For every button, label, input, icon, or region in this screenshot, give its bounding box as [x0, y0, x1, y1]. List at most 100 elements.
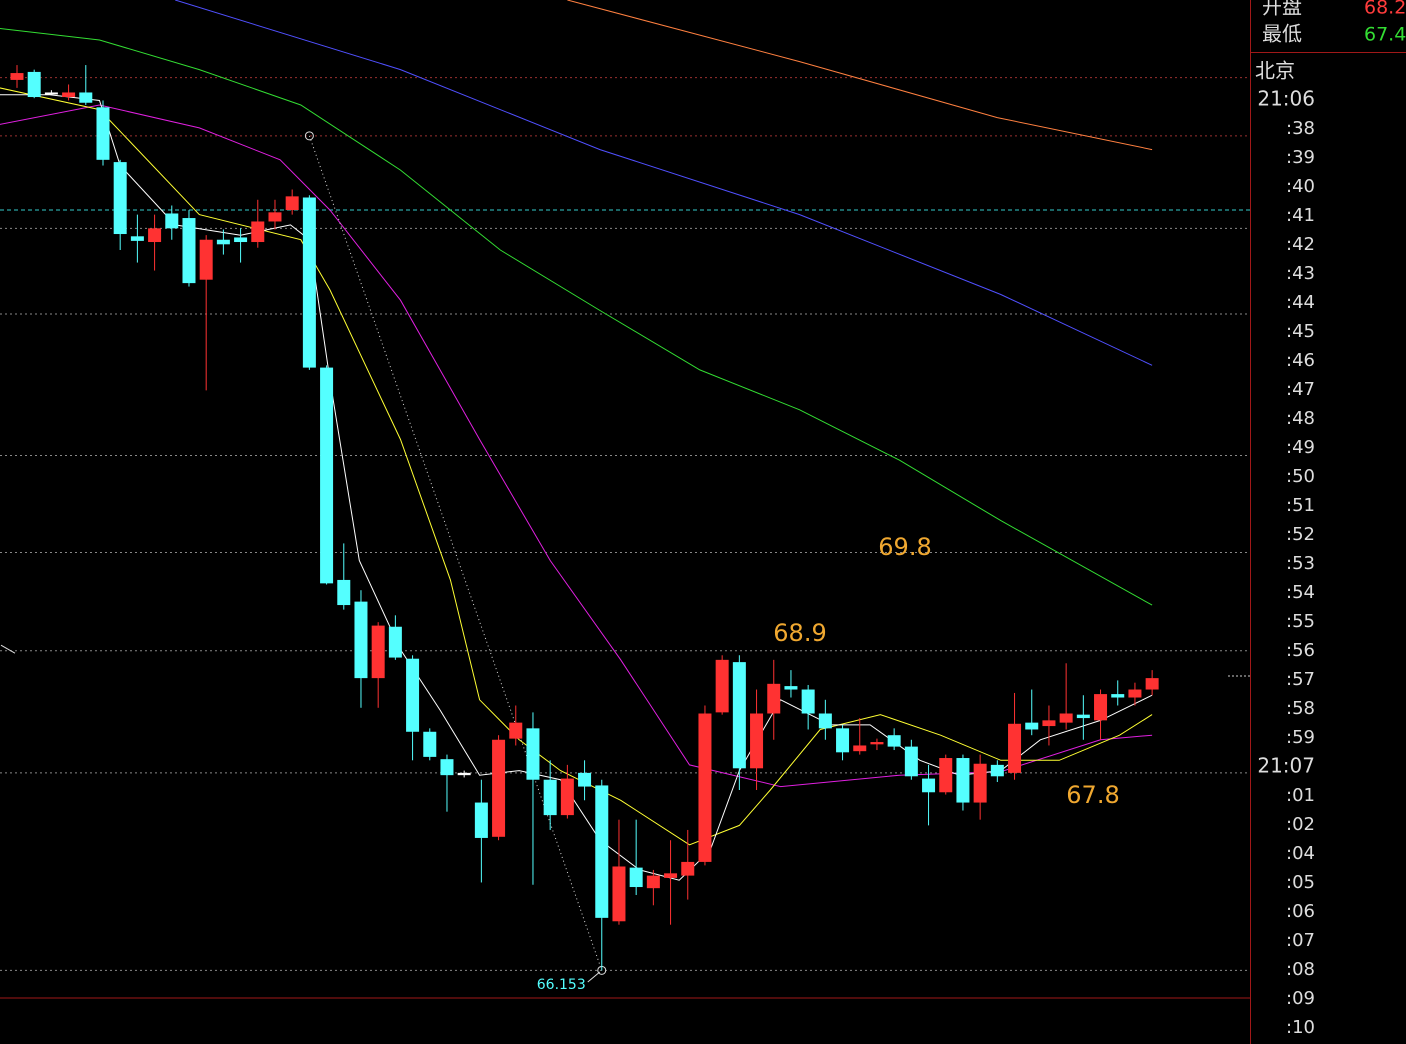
candle-body — [578, 772, 592, 787]
candle-body — [96, 107, 110, 160]
candle-body — [440, 759, 454, 776]
time-label: :02 — [1286, 814, 1315, 835]
candle-body — [939, 758, 953, 793]
candle-body — [251, 221, 265, 243]
candle-body — [457, 772, 471, 776]
time-label: :52 — [1286, 524, 1315, 545]
time-label: 21:07 — [1257, 754, 1315, 778]
info-value: 68.2 — [1364, 0, 1406, 19]
time-label: :04 — [1286, 843, 1315, 864]
time-label: :40 — [1286, 176, 1315, 197]
time-zone: 北京 — [1255, 59, 1295, 83]
candle-body — [130, 236, 144, 241]
candle-body — [922, 778, 936, 793]
moving-average-line — [0, 104, 1153, 788]
candle-body — [1042, 720, 1056, 727]
candle-body — [62, 92, 76, 98]
moving-average-line — [0, 87, 1153, 846]
candle-body — [526, 728, 540, 780]
candle-body — [543, 779, 557, 816]
low-mark-label: 66.153 — [537, 977, 586, 993]
candle-body — [354, 601, 368, 679]
time-label: :43 — [1286, 263, 1315, 284]
candle-body — [801, 689, 815, 714]
candle-body — [853, 745, 867, 752]
time-label: :51 — [1286, 495, 1315, 516]
candle-body — [1008, 723, 1022, 773]
candle-body — [10, 73, 24, 80]
time-label: :41 — [1286, 205, 1315, 226]
candle-body — [732, 662, 746, 769]
time-label: :54 — [1286, 582, 1315, 603]
candle-body — [1076, 714, 1090, 719]
time-label: :50 — [1286, 466, 1315, 487]
time-label: :55 — [1286, 611, 1315, 632]
candle-body — [268, 212, 282, 222]
candle-body — [681, 861, 695, 876]
candle-body — [560, 778, 574, 816]
candle-body — [337, 579, 351, 606]
time-label: :05 — [1286, 872, 1315, 893]
low-mark-arrow — [587, 971, 601, 983]
candle-body — [767, 683, 781, 714]
candle-body — [887, 735, 901, 747]
time-label: :08 — [1286, 959, 1315, 980]
high-mark-arrow — [0, 644, 16, 654]
trend-point — [304, 131, 314, 141]
candle-body — [973, 763, 987, 803]
time-label: :56 — [1286, 640, 1315, 661]
candle-body — [870, 742, 884, 745]
candle-body — [44, 92, 58, 95]
time-label: :38 — [1286, 118, 1315, 139]
candle-body — [956, 758, 970, 803]
candle-body — [1059, 713, 1073, 723]
candle-body — [784, 686, 798, 690]
time-label: 21:06 — [1257, 87, 1315, 111]
time-label: :49 — [1286, 437, 1315, 458]
candle-body — [1094, 694, 1108, 721]
time-label: :01 — [1286, 785, 1315, 806]
time-label: :46 — [1286, 350, 1315, 371]
candle-body — [234, 237, 248, 243]
time-label: :47 — [1286, 379, 1315, 400]
candle-body — [1025, 722, 1039, 730]
candle-body — [904, 746, 918, 777]
info-label: 最低 — [1262, 22, 1302, 46]
candle-body — [320, 367, 334, 584]
candle-body — [629, 867, 643, 888]
candle-body — [406, 658, 420, 732]
info-label: 开盘 — [1262, 0, 1302, 19]
time-label: :48 — [1286, 408, 1315, 429]
time-label: :44 — [1286, 292, 1315, 313]
candle-body — [165, 213, 179, 229]
candle-body — [715, 659, 729, 713]
candle-body — [836, 728, 850, 753]
time-label: :45 — [1286, 321, 1315, 342]
side-panel: 开盘 68.2 最低 67.4 北京 21:06:38:39:40:41:42:43:44… — [1255, 0, 1406, 1038]
candle-body — [1111, 694, 1125, 698]
candle-body — [664, 873, 678, 878]
annotation: 69.8 — [878, 533, 931, 561]
candle-body — [302, 197, 316, 368]
time-label: :06 — [1286, 901, 1315, 922]
moving-average-line — [0, 28, 1153, 606]
candle-body — [216, 239, 230, 245]
candle-body — [646, 875, 660, 889]
time-label: :07 — [1286, 930, 1315, 951]
candle-body — [595, 785, 609, 918]
moving-average-line — [567, 0, 1153, 151]
candle-body — [750, 713, 764, 769]
time-label: :57 — [1286, 669, 1315, 690]
candle-body — [1128, 689, 1142, 698]
candle-body — [612, 866, 626, 922]
time-label: :58 — [1286, 698, 1315, 719]
candle-body — [371, 625, 385, 679]
moving-average-line — [175, 0, 1153, 366]
time-label: :09 — [1286, 988, 1315, 1009]
annotation: 67.8 — [1066, 781, 1119, 809]
candle-body — [388, 626, 402, 658]
candle-body — [285, 196, 299, 211]
